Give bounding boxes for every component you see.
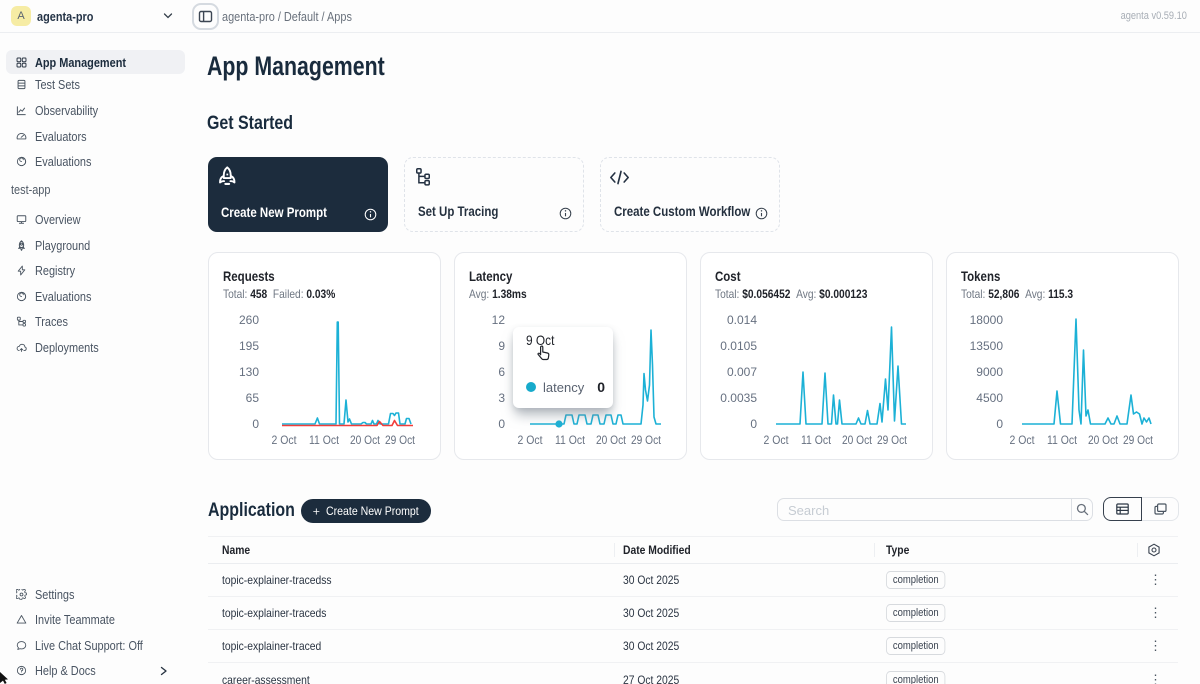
svg-text:20 Oct: 20 Oct xyxy=(842,433,873,447)
svg-text:0.0035: 0.0035 xyxy=(720,391,757,405)
svg-text:11 Oct: 11 Oct xyxy=(801,433,832,447)
svg-text:29 Oct: 29 Oct xyxy=(1123,433,1154,447)
svg-text:3: 3 xyxy=(498,391,505,405)
svg-text:9: 9 xyxy=(498,339,505,353)
svg-text:11 Oct: 11 Oct xyxy=(555,433,586,447)
svg-text:12: 12 xyxy=(492,313,506,327)
svg-text:0: 0 xyxy=(252,417,259,431)
svg-text:20 Oct: 20 Oct xyxy=(596,433,627,447)
svg-text:65: 65 xyxy=(246,391,260,405)
svg-text:11 Oct: 11 Oct xyxy=(1047,433,1078,447)
svg-text:4500: 4500 xyxy=(976,391,1003,405)
svg-text:20 Oct: 20 Oct xyxy=(1088,433,1119,447)
svg-text:0.0105: 0.0105 xyxy=(720,339,757,353)
svg-text:260: 260 xyxy=(239,313,259,327)
svg-text:13500: 13500 xyxy=(970,339,1004,353)
svg-text:29 Oct: 29 Oct xyxy=(385,433,416,447)
svg-text:0.014: 0.014 xyxy=(727,313,757,327)
svg-text:2 Oct: 2 Oct xyxy=(518,433,544,447)
svg-text:2 Oct: 2 Oct xyxy=(1010,433,1036,447)
svg-text:11 Oct: 11 Oct xyxy=(309,433,340,447)
svg-text:0.007: 0.007 xyxy=(727,365,757,379)
svg-text:0: 0 xyxy=(498,417,505,431)
svg-text:0: 0 xyxy=(996,417,1003,431)
svg-text:20 Oct: 20 Oct xyxy=(350,433,381,447)
svg-text:6: 6 xyxy=(498,365,505,379)
svg-text:0: 0 xyxy=(750,417,757,431)
svg-text:130: 130 xyxy=(239,365,259,379)
svg-text:29 Oct: 29 Oct xyxy=(877,433,908,447)
svg-text:2 Oct: 2 Oct xyxy=(272,433,298,447)
svg-text:29 Oct: 29 Oct xyxy=(631,433,662,447)
svg-text:2 Oct: 2 Oct xyxy=(764,433,790,447)
svg-text:9000: 9000 xyxy=(976,365,1003,379)
svg-text:195: 195 xyxy=(239,339,259,353)
svg-text:18000: 18000 xyxy=(970,313,1004,327)
